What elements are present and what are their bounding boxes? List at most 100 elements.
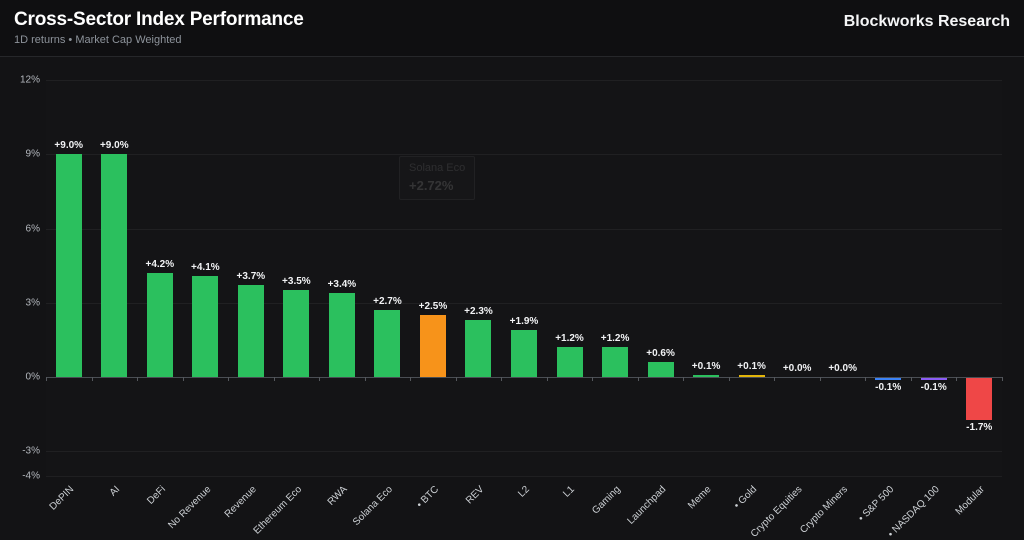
x-tick-label-text: DePIN <box>47 484 77 513</box>
bar-value-label: +9.0% <box>54 140 84 152</box>
x-tick-label-text: REV <box>463 484 487 507</box>
axis-tick <box>819 377 821 381</box>
bar[interactable] <box>875 378 902 381</box>
bar[interactable] <box>237 285 264 377</box>
y-tick-label: -4% <box>22 470 40 482</box>
bar-value-label: +2.7% <box>373 296 402 308</box>
axis-tick <box>501 377 503 381</box>
bar-value-label: +4.1% <box>191 261 220 273</box>
y-tick-label: 12% <box>19 74 40 86</box>
page-title: Cross-Sector Index Performance <box>14 9 304 30</box>
bar-chart-plot-area: 12% 9% 6% 3% 0% -3% -4% +9.0% DePIN +9.0% AI +4.2% D… <box>20 75 1003 540</box>
x-tick-label-text: Launchpad <box>625 484 669 527</box>
bar-value-label: +1.2% <box>600 333 630 345</box>
y-tick-label: -3% <box>22 445 40 457</box>
gridline <box>46 302 1002 304</box>
bar[interactable] <box>647 362 674 377</box>
axis-tick <box>455 377 457 381</box>
axis-tick <box>956 377 958 381</box>
bar[interactable] <box>328 292 355 377</box>
bar[interactable] <box>192 275 219 377</box>
x-tick-label-text: Revenue <box>222 484 259 521</box>
bar[interactable] <box>556 347 583 377</box>
bar[interactable] <box>693 374 720 377</box>
axis-tick <box>137 377 139 381</box>
zero-axis-line <box>46 377 1002 378</box>
bar-value-label: +3.4% <box>327 278 357 290</box>
bar-value-label: +0.1% <box>737 360 766 372</box>
x-tick-label-text: No Revenue <box>166 484 214 532</box>
bar-value-label: +3.5% <box>282 276 311 288</box>
bar[interactable] <box>146 273 173 377</box>
bar-value-label: +4.2% <box>145 259 175 271</box>
bar-value-label: +1.9% <box>509 315 539 327</box>
bar[interactable] <box>283 290 310 377</box>
bar-value-label: +3.7% <box>236 271 266 283</box>
axis-tick <box>728 377 730 381</box>
chart-subtitle: 1D returns • Market Cap Weighted <box>14 34 182 46</box>
gridline <box>46 476 1002 477</box>
bar[interactable] <box>738 374 765 377</box>
gridline <box>46 451 1002 453</box>
hover-tooltip: Solana Eco +2.72% <box>399 156 476 200</box>
axis-tick <box>319 377 321 381</box>
x-tick-label-text: Meme <box>686 484 714 512</box>
bar[interactable] <box>55 154 82 377</box>
x-tick-label-text: L2 <box>516 484 532 500</box>
bar[interactable] <box>920 378 947 381</box>
bar-value-label: +0.0% <box>782 363 812 374</box>
bar-value-label: -0.1% <box>920 382 947 394</box>
x-tick-label-text: • BTC <box>414 484 441 511</box>
bar-value-label: +2.5% <box>418 301 448 313</box>
bar-value-label: +1.2% <box>555 333 584 345</box>
axis-tick <box>592 377 594 381</box>
x-tick-label-text: Ethereum Eco <box>251 484 305 537</box>
bar-value-label: -1.7% <box>966 422 993 434</box>
x-tick-label-text: Gaming <box>590 484 623 517</box>
x-tick-label-text: • S&P 500 <box>855 484 896 525</box>
bar-value-label: +0.6% <box>646 348 675 360</box>
y-tick-label: 0% <box>25 371 40 383</box>
bar-value-label: +2.3% <box>464 306 493 318</box>
axis-tick <box>91 377 93 381</box>
x-tick-label-text: • Gold <box>732 484 760 512</box>
y-tick-label: 3% <box>25 297 40 309</box>
gridline <box>46 228 1002 230</box>
axis-tick <box>683 377 685 381</box>
y-tick-label: 9% <box>25 148 40 160</box>
axis-tick <box>410 377 412 381</box>
bar-value-label: +0.1% <box>691 360 721 372</box>
header: Cross-Sector Index Performance 1D return… <box>0 0 1024 57</box>
axis-tick <box>364 377 366 381</box>
axis-tick <box>546 377 548 381</box>
x-tick-label-text: Solana Eco <box>351 484 396 528</box>
x-tick-label-text: L1 <box>561 484 578 500</box>
bar[interactable] <box>419 315 446 377</box>
axis-tick <box>182 377 184 381</box>
axis-tick <box>865 377 867 381</box>
gridline <box>46 154 1002 156</box>
axis-tick <box>910 377 912 381</box>
axis-tick <box>273 377 275 381</box>
gridline <box>46 80 1002 81</box>
axis-tick <box>1002 377 1003 381</box>
y-tick-label: 6% <box>25 223 40 234</box>
bar[interactable] <box>465 320 492 377</box>
brand-logo: Blockworks Research <box>843 13 1010 30</box>
axis-tick <box>637 377 639 381</box>
tooltip-value: +2.72% <box>409 178 454 193</box>
bar[interactable] <box>511 329 537 377</box>
bar[interactable] <box>101 154 128 377</box>
bar-value-label: +0.0% <box>828 363 857 374</box>
bar-value-label: -0.1% <box>875 382 902 394</box>
bar[interactable] <box>966 378 993 421</box>
tooltip-series-name: Solana Eco <box>409 162 466 174</box>
bar-value-label: +9.0% <box>99 140 129 152</box>
bar[interactable] <box>374 310 401 377</box>
axis-tick <box>774 377 776 381</box>
x-tick-label-text: DeFi <box>144 484 168 507</box>
bar[interactable] <box>602 347 629 377</box>
x-tick-label-text: RWA <box>325 484 350 508</box>
axis-tick <box>228 377 230 381</box>
axis-tick <box>46 377 47 381</box>
